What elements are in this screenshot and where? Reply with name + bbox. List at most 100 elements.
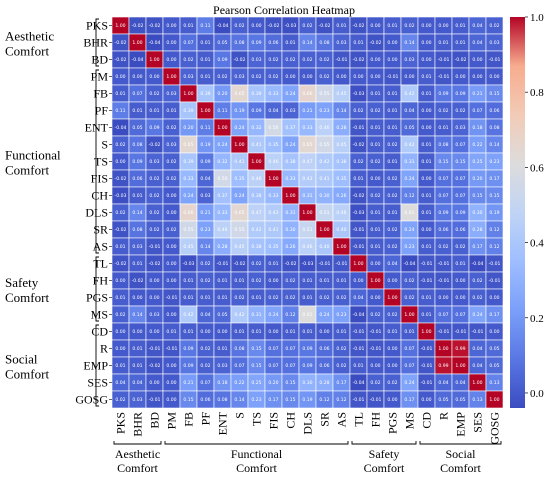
cell-value-label: 0.05 (438, 397, 448, 403)
cell-value-label: 0.41 (268, 227, 278, 233)
row-tick-label: SR (93, 223, 108, 237)
cell-value-label: 0.01 (183, 278, 193, 284)
cell-value-label: 0.01 (217, 295, 227, 301)
cell-value-label: 0.02 (166, 227, 176, 233)
cell-value-label: 0.61 (302, 312, 312, 318)
cell-value-label: -0.01 (438, 278, 450, 284)
row-group-label: Social Comfort (5, 352, 49, 382)
cell-value-label: 0.02 (370, 108, 380, 114)
cell-value-label: -0.01 (438, 329, 450, 335)
cell-value-label: 0.00 (370, 74, 380, 80)
column-tick-label: ENT (216, 411, 230, 435)
cell-value-label: 0.02 (472, 278, 482, 284)
column-tick-label: CH (284, 412, 298, 429)
cell-value-label: 0.09 (200, 159, 210, 165)
column-group-bracket (164, 441, 349, 445)
cell-value-label: 0.00 (166, 380, 176, 386)
cell-value-label: 0.45 (183, 244, 193, 250)
cell-value-label: 0.04 (115, 380, 125, 386)
cell-value-label: 0.15 (489, 91, 499, 97)
cell-value-label: 0.02 (336, 363, 346, 369)
cell-value-label: 0.15 (285, 397, 295, 403)
cell-value-label: 0.00 (115, 159, 125, 165)
cell-value-label: 0.00 (370, 261, 380, 267)
row-group-bracket (95, 324, 99, 407)
cell-value-label: 0.51 (302, 227, 312, 233)
row-tick-label: FB (93, 87, 108, 101)
row-tick-label: PKS (86, 19, 108, 33)
cell-value-label: 1.00 (251, 159, 261, 165)
cell-value-label: -0.02 (115, 261, 127, 267)
cell-value-label: 0.02 (234, 295, 244, 301)
cell-value-label: 0.00 (387, 346, 397, 352)
cell-value-label: 0.00 (489, 295, 499, 301)
cell-value-label: 0.05 (217, 40, 227, 46)
cell-value-label: 0.00 (166, 40, 176, 46)
cell-value-label: 0.00 (353, 74, 363, 80)
cell-value-label: 1.00 (336, 244, 346, 250)
cell-value-label: -0.01 (353, 329, 365, 335)
cell-value-label: 0.00 (387, 363, 397, 369)
cell-value-label: 0.17 (268, 397, 278, 403)
cell-value-label: 0.24 (285, 142, 295, 148)
cell-value-label: 0.01 (251, 329, 261, 335)
row-tick-label: TS (94, 155, 108, 169)
cell-value-label: 0.00 (149, 295, 159, 301)
cell-value-label: 0.30 (472, 210, 482, 216)
cell-value-label: 0.08 (438, 142, 448, 148)
cell-value-label: 0.07 (132, 91, 142, 97)
cell-value-label: 0.00 (217, 329, 227, 335)
cell-value-label: 0.00 (200, 329, 210, 335)
cell-value-label: -0.01 (370, 329, 382, 335)
cell-value-label: 0.66 (183, 210, 193, 216)
cell-value-label: 0.09 (183, 346, 193, 352)
cell-value-label: 0.20 (217, 91, 227, 97)
column-tick-label: PKS (114, 412, 128, 434)
cell-value-label: 0.01 (285, 329, 295, 335)
cell-value-label: 0.24 (268, 312, 278, 318)
cell-value-label: 0.24 (404, 380, 414, 386)
cell-value-label: -0.02 (319, 23, 331, 29)
cell-value-label: 0.09 (251, 40, 261, 46)
cell-value-label: -0.04 (404, 261, 416, 267)
cell-value-label: 0.02 (200, 346, 210, 352)
cell-value-label: -0.01 (455, 329, 467, 335)
row-group-label: Aesthetic Comfort (5, 29, 54, 59)
cell-value-label: 0.02 (319, 295, 329, 301)
cell-value-label: 0.01 (200, 57, 210, 63)
cell-value-label: 0.01 (200, 295, 210, 301)
cell-value-label: 0.00 (404, 74, 414, 80)
cell-value-label: 0.42 (234, 312, 244, 318)
cell-value-label: -0.01 (472, 329, 484, 335)
cell-value-label: 0.04 (268, 108, 278, 114)
cell-value-label: 0.23 (319, 108, 329, 114)
cell-value-label: 0.00 (166, 261, 176, 267)
cell-value-label: -0.01 (489, 278, 501, 284)
cell-value-label: -0.03 (353, 210, 365, 216)
cell-value-label: 0.15 (285, 380, 295, 386)
cell-value-label: 0.01 (353, 363, 363, 369)
cell-value-label: 0.00 (370, 23, 380, 29)
cell-value-label: 0.04 (455, 380, 465, 386)
cell-value-label: 0.11 (200, 23, 210, 29)
cell-value-label: 0.01 (421, 159, 431, 165)
cell-value-label: 0.13 (489, 380, 499, 386)
cell-value-label: 0.26 (285, 244, 295, 250)
cell-value-label: 0.17 (404, 397, 414, 403)
cell-value-label: 0.03 (217, 363, 227, 369)
cell-value-label: 0.04 (353, 295, 363, 301)
cell-value-label: 0.28 (472, 227, 482, 233)
cell-value-label: 0.22 (234, 380, 244, 386)
column-tick-label: PM (165, 412, 179, 430)
cell-value-label: 0.30 (302, 380, 312, 386)
cell-value-label: 0.00 (421, 108, 431, 114)
row-tick-label: GOSG (75, 393, 108, 407)
cell-value-label: 0.37 (285, 125, 295, 131)
cell-value-label: 0.07 (455, 142, 465, 148)
cell-value-label: 0.21 (472, 91, 482, 97)
cell-value-label: 0.39 (183, 108, 193, 114)
cell-value-label: 0.02 (404, 23, 414, 29)
cell-value-label: 0.02 (370, 312, 380, 318)
column-tick-label: TL (352, 412, 366, 427)
cell-value-label: 0.02 (149, 227, 159, 233)
